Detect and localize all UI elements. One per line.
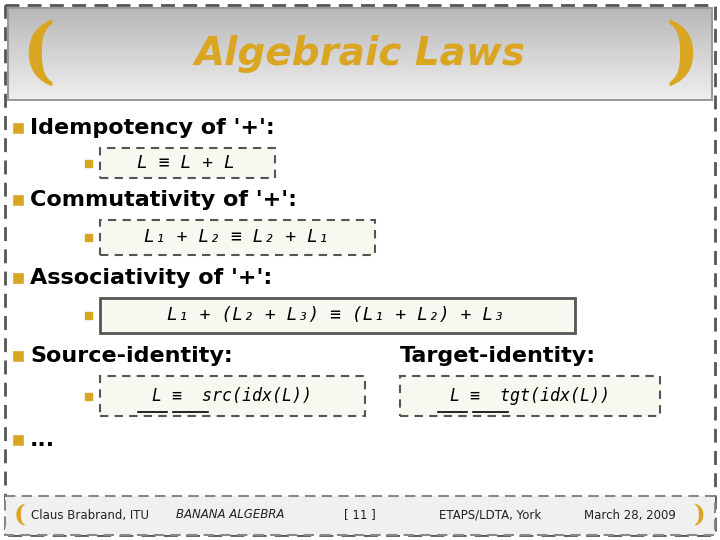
Bar [8, 59, 712, 62]
Bar [8, 26, 712, 29]
Bar [8, 82, 712, 84]
Bar [8, 52, 712, 55]
Bar [8, 63, 712, 66]
Bar [14, 273, 22, 282]
Bar [8, 33, 712, 36]
Bar [8, 15, 712, 18]
Bar [8, 22, 712, 25]
Bar [8, 43, 712, 45]
Bar [8, 36, 712, 38]
Text: L ≡  src(idx(L)): L ≡ src(idx(L)) [153, 387, 312, 405]
Bar [8, 24, 712, 27]
Bar [8, 75, 712, 78]
Bar [14, 435, 22, 444]
Bar [8, 77, 712, 80]
Text: March 28, 2009: March 28, 2009 [584, 509, 676, 522]
Text: Claus Brabrand, ITU: Claus Brabrand, ITU [31, 509, 149, 522]
Bar [8, 98, 712, 100]
Bar [5, 496, 715, 535]
Bar [8, 91, 712, 93]
Text: Associativity of '+':: Associativity of '+': [30, 268, 272, 288]
Bar [100, 148, 275, 178]
Bar [8, 12, 712, 16]
Text: Target-identity:: Target-identity: [400, 346, 596, 366]
Text: L ≡ L + L: L ≡ L + L [137, 154, 235, 172]
Text: [ 11 ]: [ 11 ] [344, 509, 376, 522]
Text: ETAPS/LDTA, York: ETAPS/LDTA, York [439, 509, 541, 522]
Bar [84, 159, 91, 166]
Bar [100, 220, 375, 255]
Bar [8, 86, 712, 89]
Bar [8, 29, 712, 31]
Bar [8, 93, 712, 96]
Bar [8, 31, 712, 34]
Bar [8, 89, 712, 91]
Text: ...: ... [30, 430, 55, 450]
Bar [100, 298, 575, 333]
Bar [8, 40, 712, 43]
Bar [8, 47, 712, 50]
Text: Source-identity:: Source-identity: [30, 346, 233, 366]
Bar [84, 393, 91, 400]
Bar [8, 56, 712, 59]
Bar [14, 195, 22, 205]
Text: L₁ + L₂ ≡ L₂ + L₁: L₁ + L₂ ≡ L₂ + L₁ [143, 228, 328, 246]
Text: ): ) [665, 18, 699, 90]
Text: (: ( [21, 18, 55, 90]
Text: BANANA ALGEBRA: BANANA ALGEBRA [176, 509, 284, 522]
Text: L ≡  tgt(idx(L)): L ≡ tgt(idx(L)) [450, 387, 610, 405]
Bar [8, 45, 712, 48]
Bar [8, 17, 712, 20]
Text: Commutativity of '+':: Commutativity of '+': [30, 190, 297, 210]
Bar [8, 54, 712, 57]
Bar [8, 72, 712, 75]
Bar [8, 68, 712, 71]
Bar [8, 65, 712, 68]
Bar [8, 84, 712, 87]
Text: (: ( [14, 503, 26, 527]
Bar [8, 96, 712, 98]
Bar [84, 234, 91, 241]
Text: L₁ + (L₂ + L₃) ≡ (L₁ + L₂) + L₃: L₁ + (L₂ + L₃) ≡ (L₁ + L₂) + L₃ [168, 307, 505, 325]
Bar [100, 376, 365, 416]
Bar [8, 8, 712, 11]
Text: Idempotency of '+':: Idempotency of '+': [30, 118, 275, 138]
Bar [14, 124, 22, 132]
Bar [8, 38, 712, 40]
Bar [8, 19, 712, 22]
Bar [8, 70, 712, 73]
Text: ): ) [694, 503, 706, 527]
Text: Algebraic Laws: Algebraic Laws [194, 35, 526, 73]
Bar [400, 376, 660, 416]
Bar [8, 79, 712, 82]
Bar [8, 49, 712, 52]
Bar [14, 352, 22, 361]
Bar [84, 312, 91, 319]
Bar [8, 61, 712, 64]
Bar [8, 10, 712, 13]
